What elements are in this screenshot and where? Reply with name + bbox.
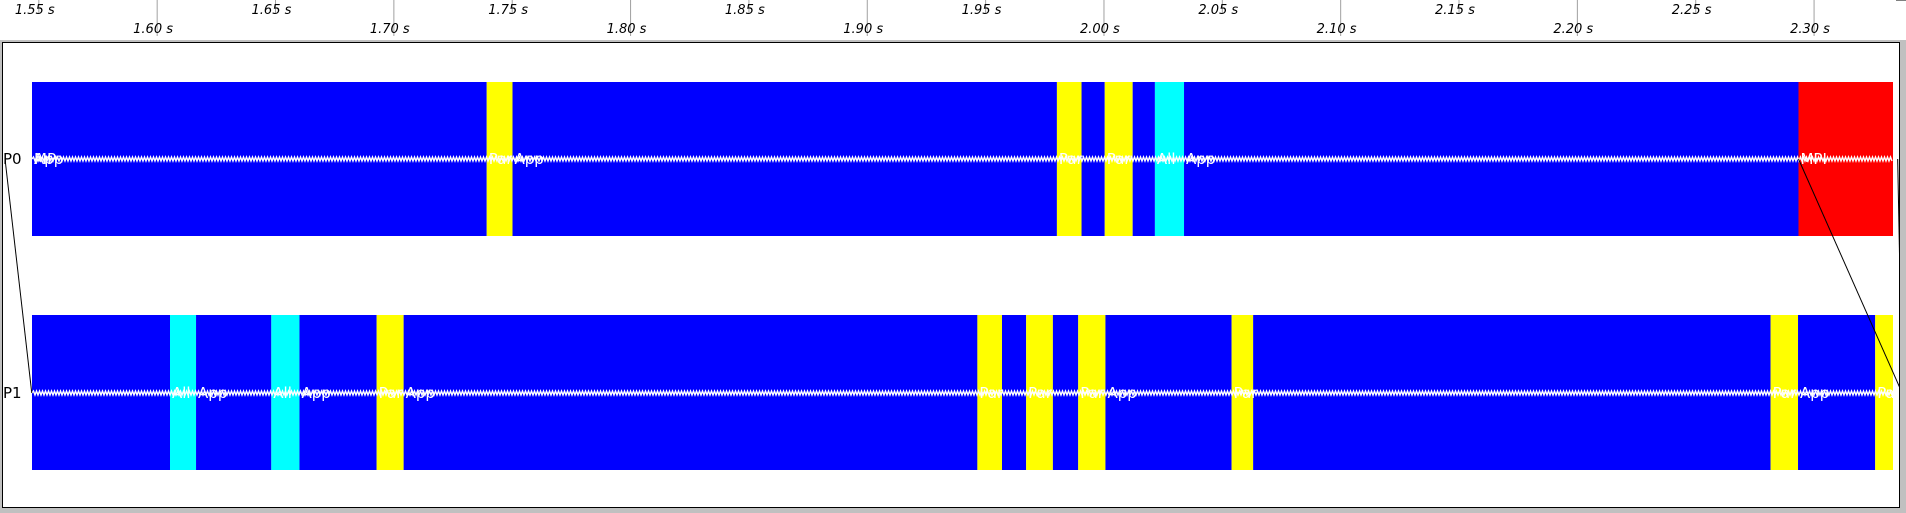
state-label: Par <box>1773 384 1798 402</box>
state-label: App <box>198 384 227 402</box>
tick-label: 2.00 s <box>1080 22 1120 37</box>
state-label: App <box>1107 384 1136 402</box>
state-label: Par <box>1080 384 1105 402</box>
tick-label: 2.25 s <box>1672 3 1712 18</box>
tick-label: 2.30 s <box>1790 22 1830 37</box>
state-label: All <box>273 384 292 402</box>
state-label: MP <box>34 150 56 168</box>
activity-squiggle <box>31 389 1893 397</box>
state-label: All <box>1157 150 1176 168</box>
tick-label: 1.60 s <box>133 22 173 37</box>
tick-label: 1.55 s <box>15 3 55 18</box>
lane-label: P1 <box>3 384 22 402</box>
state-label: Par <box>979 384 1004 402</box>
tick-label: 1.85 s <box>725 3 765 18</box>
state-label: Par <box>489 150 514 168</box>
lane-label: P0 <box>3 150 22 168</box>
time-axis: 1.55 s 1.60 s 1.65 s 1.70 s 1.75 s 1.80 s 1.85… <box>15 0 1906 37</box>
state-label: Par <box>1877 384 1899 402</box>
tick-label: 2.10 s <box>1317 22 1357 37</box>
state-label: App <box>301 384 330 402</box>
message-arrow <box>1897 158 1903 394</box>
tick-label: 2.05 s <box>1198 3 1238 18</box>
state-label: App <box>1186 150 1215 168</box>
message-arrow <box>1798 158 1903 394</box>
state-label: App <box>34 150 63 168</box>
state-label: App <box>406 384 435 402</box>
state-label: Par <box>1107 150 1132 168</box>
tick-label: 1.80 s <box>607 22 647 37</box>
state-label: App <box>1800 384 1829 402</box>
state-label: Par <box>379 384 404 402</box>
tick-label: 1.90 s <box>843 22 883 37</box>
activity-squiggle <box>31 155 1893 163</box>
state-label: Par <box>1059 150 1084 168</box>
tick-label: 2.20 s <box>1553 22 1593 37</box>
tick-label: 2.15 s <box>1435 3 1475 18</box>
tick-label: 1.65 s <box>252 3 292 18</box>
timeline-canvas[interactable]: P0 MP App Par App Par Par All App MPI P1 All App All A… <box>2 42 1903 508</box>
lane-p1: P1 All App All App Par App Par Par Par App Par Par Ap… <box>3 315 1902 470</box>
state-label: Par <box>1234 384 1259 402</box>
state-label: All <box>172 384 191 402</box>
state-label: Par <box>1028 384 1053 402</box>
state-label: MPI <box>1800 150 1826 168</box>
tick-label: 1.75 s <box>488 3 528 18</box>
tick-label: 1.70 s <box>370 22 410 37</box>
time-ruler: 1.55 s 1.60 s 1.65 s 1.70 s 1.75 s 1.80 s 1.85… <box>0 0 1906 40</box>
message-arrow <box>4 158 33 394</box>
state-label: App <box>515 150 544 168</box>
tick-label: 1.95 s <box>962 3 1002 18</box>
